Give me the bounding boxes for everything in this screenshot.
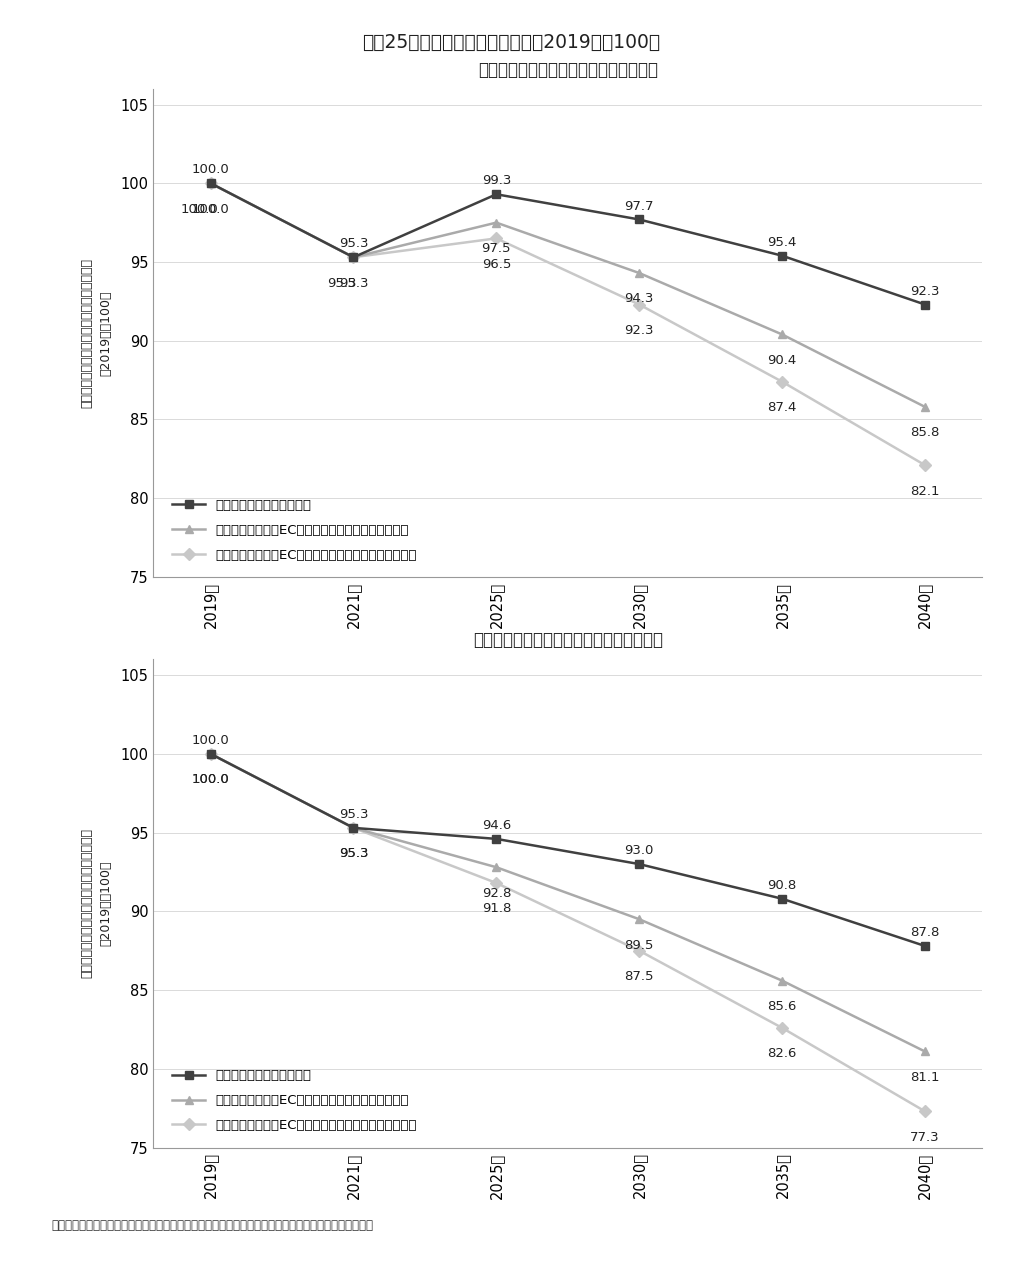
Line: 商業施設売上高（EC化率：ニューノーマルシナリオ）: 商業施設売上高（EC化率：ニューノーマルシナリオ）	[207, 749, 929, 1116]
Text: 92.3: 92.3	[624, 323, 654, 337]
物販・外食・サービス支出	[919, 297, 931, 312]
Line: 物販・外食・サービス支出: 物販・外食・サービス支出	[207, 179, 929, 308]
Text: 87.8: 87.8	[910, 926, 939, 940]
商業施設売上高（EC化率：コロナ前回帰シナリオ）	[919, 1044, 931, 1059]
Y-axis label: 物販・外食・サービス支出・商業施設売上高
（2019年＝100）: 物販・外食・サービス支出・商業施設売上高 （2019年＝100）	[80, 828, 113, 979]
商業施設売上高（EC化率：コロナ前回帰シナリオ）	[490, 860, 502, 875]
物販・外食・サービス支出	[348, 250, 360, 265]
物販・外食・サービス支出	[775, 249, 788, 264]
商業施設売上高（EC化率：ニューノーマルシナリオ）	[919, 458, 931, 473]
物販・外食・サービス支出	[775, 891, 788, 907]
商業施設売上高（EC化率：ニューノーマルシナリオ）	[205, 176, 217, 191]
Text: 図表25：商施設売上高の見通し（2019年＝100）: 図表25：商施設売上高の見通し（2019年＝100）	[362, 33, 661, 52]
Text: 85.6: 85.6	[767, 1000, 797, 1013]
Text: 95.3: 95.3	[339, 808, 368, 820]
Line: 商業施設売上高（EC化率：ニューノーマルシナリオ）: 商業施設売上高（EC化率：ニューノーマルシナリオ）	[207, 179, 929, 469]
Text: 77.3: 77.3	[910, 1131, 940, 1144]
Text: 97.7: 97.7	[624, 199, 654, 213]
Text: 100.0: 100.0	[191, 773, 229, 786]
物販・外食・サービス支出	[490, 832, 502, 847]
Text: 82.6: 82.6	[767, 1047, 797, 1060]
Text: 100.0: 100.0	[191, 203, 229, 216]
Text: 100.0: 100.0	[191, 164, 229, 176]
Text: 90.4: 90.4	[767, 354, 797, 366]
商業施設売上高（EC化率：ニューノーマルシナリオ）	[490, 875, 502, 890]
商業施設売上高（EC化率：ニューノーマルシナリオ）	[775, 374, 788, 389]
Text: 出所：総務省、経済産業省、国立社会保障・人口問題研究所のデータをもとにニッセイ基礎研究所作成: 出所：総務省、経済産業省、国立社会保障・人口問題研究所のデータをもとにニッセイ基…	[51, 1220, 373, 1232]
商業施設売上高（EC化率：コロナ前回帰シナリオ）	[348, 250, 360, 265]
Line: 物販・外食・サービス支出: 物販・外食・サービス支出	[207, 749, 929, 950]
Text: 100.0: 100.0	[191, 773, 229, 786]
商業施設売上高（EC化率：ニューノーマルシナリオ）	[775, 1021, 788, 1036]
Text: 95.4: 95.4	[767, 236, 797, 249]
商業施設売上高（EC化率：コロナ前回帰シナリオ）	[205, 176, 217, 191]
Legend: 物販・外食・サービス支出, 商業施設売上高（EC化率：コロナ前回帰シナリオ）, 商業施設売上高（EC化率：ニューノーマルシナリオ）: 物販・外食・サービス支出, 商業施設売上高（EC化率：コロナ前回帰シナリオ）, …	[169, 1065, 421, 1136]
Title: ＜品目別支出：コロナ前回帰シナリオ＞: ＜品目別支出：コロナ前回帰シナリオ＞	[478, 61, 658, 79]
商業施設売上高（EC化率：ニューノーマルシナリオ）	[348, 820, 360, 836]
商業施設売上高（EC化率：ニューノーマルシナリオ）	[919, 1103, 931, 1118]
Text: 95.3: 95.3	[339, 276, 368, 289]
Title: ＜品目別支出：ニューノーマルシナリオ＞: ＜品目別支出：ニューノーマルシナリオ＞	[473, 631, 663, 649]
Text: 89.5: 89.5	[624, 938, 654, 952]
Text: 82.1: 82.1	[910, 484, 940, 497]
Y-axis label: 物販・外食・サービス支出・商業施設売上高
（2019年＝100）: 物販・外食・サービス支出・商業施設売上高 （2019年＝100）	[80, 257, 113, 408]
Text: 97.5: 97.5	[482, 242, 512, 255]
商業施設売上高（EC化率：コロナ前回帰シナリオ）	[490, 216, 502, 231]
Text: 92.8: 92.8	[482, 886, 512, 900]
商業施設売上高（EC化率：コロナ前回帰シナリオ）	[633, 265, 646, 280]
Text: 81.1: 81.1	[910, 1071, 940, 1084]
商業施設売上高（EC化率：コロナ前回帰シナリオ）	[348, 820, 360, 836]
商業施設売上高（EC化率：コロナ前回帰シナリオ）	[633, 912, 646, 927]
物販・外食・サービス支出	[490, 186, 502, 202]
商業施設売上高（EC化率：ニューノーマルシナリオ）	[205, 747, 217, 762]
Line: 商業施設売上高（EC化率：コロナ前回帰シナリオ）: 商業施設売上高（EC化率：コロナ前回帰シナリオ）	[207, 179, 929, 411]
商業施設売上高（EC化率：コロナ前回帰シナリオ）	[205, 747, 217, 762]
Text: 90.8: 90.8	[767, 879, 797, 891]
商業施設売上高（EC化率：ニューノーマルシナリオ）	[490, 231, 502, 246]
商業施設売上高（EC化率：コロナ前回帰シナリオ）	[775, 973, 788, 988]
商業施設売上高（EC化率：ニューノーマルシナリオ）	[348, 250, 360, 265]
Text: 96.5: 96.5	[482, 257, 512, 271]
Legend: 物販・外食・サービス支出, 商業施設売上高（EC化率：コロナ前回帰シナリオ）, 商業施設売上高（EC化率：ニューノーマルシナリオ）: 物販・外食・サービス支出, 商業施設売上高（EC化率：コロナ前回帰シナリオ）, …	[169, 495, 421, 566]
商業施設売上高（EC化率：コロナ前回帰シナリオ）	[775, 327, 788, 342]
Text: 92.3: 92.3	[910, 284, 940, 298]
Text: 99.3: 99.3	[482, 174, 512, 188]
Text: 91.8: 91.8	[482, 903, 512, 915]
Text: 95.3: 95.3	[339, 847, 368, 860]
Text: 100.0: 100.0	[181, 203, 218, 216]
Text: 85.8: 85.8	[910, 426, 939, 439]
物販・外食・サービス支出	[633, 212, 646, 227]
Text: 95.3: 95.3	[327, 276, 357, 289]
Text: 94.3: 94.3	[624, 293, 654, 306]
Text: 95.3: 95.3	[339, 847, 368, 860]
物販・外食・サービス支出	[205, 176, 217, 191]
Text: 87.4: 87.4	[767, 401, 797, 415]
Text: 94.6: 94.6	[482, 819, 510, 832]
商業施設売上高（EC化率：ニューノーマルシナリオ）	[633, 297, 646, 312]
Text: 100.0: 100.0	[191, 734, 229, 747]
商業施設売上高（EC化率：ニューノーマルシナリオ）	[633, 943, 646, 959]
Line: 商業施設売上高（EC化率：コロナ前回帰シナリオ）: 商業施設売上高（EC化率：コロナ前回帰シナリオ）	[207, 749, 929, 1056]
物販・外食・サービス支出	[348, 820, 360, 836]
物販・外食・サービス支出	[205, 747, 217, 762]
Text: 95.3: 95.3	[339, 237, 368, 250]
Text: 93.0: 93.0	[624, 844, 654, 857]
Text: 87.5: 87.5	[624, 970, 654, 983]
物販・外食・サービス支出	[633, 856, 646, 871]
商業施設売上高（EC化率：コロナ前回帰シナリオ）	[919, 399, 931, 415]
物販・外食・サービス支出	[919, 938, 931, 954]
